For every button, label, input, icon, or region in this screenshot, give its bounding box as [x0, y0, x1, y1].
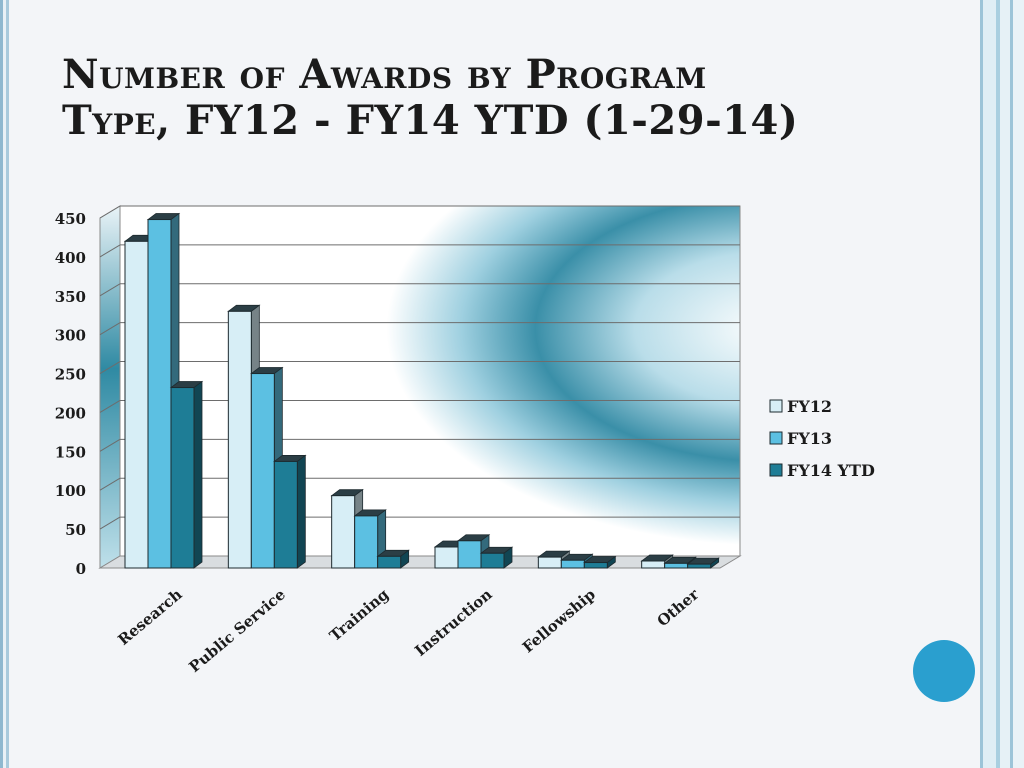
x-category-label: Instruction [411, 585, 495, 660]
legend-label: FY12 [787, 397, 832, 416]
legend-swatch [769, 463, 783, 477]
bar-side [296, 454, 306, 569]
bar [583, 555, 617, 569]
bar [479, 546, 514, 569]
x-category-label: Fellowship [519, 585, 599, 656]
bar [686, 557, 720, 569]
left-frame-decoration [0, 0, 12, 768]
bar [146, 212, 181, 569]
legend-item: FY14 YTD [769, 461, 875, 480]
x-category-label: Other [654, 585, 703, 631]
gridline-side [99, 438, 121, 452]
bar [640, 554, 674, 569]
bar-front [434, 546, 459, 569]
bar-side [193, 380, 203, 569]
gridline-side [99, 477, 121, 491]
legend-item: FY12 [769, 397, 832, 416]
gridline-side [99, 283, 121, 297]
y-tick-label: 50 [65, 521, 86, 539]
bar-front [537, 556, 562, 569]
y-tick-label: 150 [55, 443, 86, 461]
right-frame-decoration [976, 0, 1024, 768]
x-category-label: Research [115, 585, 186, 649]
legend: FY12 FY13 FY14 YTD [769, 397, 875, 480]
y-tick-label: 250 [55, 366, 86, 384]
bar-front [331, 495, 356, 569]
bar-front [250, 373, 275, 569]
bar-front [124, 240, 149, 569]
legend-label: FY14 YTD [787, 461, 875, 480]
bar [273, 454, 307, 569]
bars-group [123, 212, 720, 569]
bar-front [480, 552, 505, 569]
bar [169, 380, 204, 569]
y-tick-label: 200 [55, 404, 86, 422]
bar-front [227, 310, 252, 569]
bar-chart: 0 50 100 150 200 250 300 350 400 450 Research Publi… [55, 205, 875, 676]
bar-front [377, 555, 402, 569]
gridline-side [99, 322, 121, 336]
y-tick-label: 350 [55, 288, 86, 306]
bar-front [354, 515, 379, 569]
decorative-circle [913, 640, 975, 702]
legend-swatch [769, 399, 783, 413]
gridline-side [99, 516, 121, 530]
gridline-side [99, 361, 121, 374]
x-category-label: Public Service [186, 585, 289, 676]
gridline-side [99, 244, 121, 258]
y-tick-label: 400 [55, 249, 86, 267]
gridline-side [99, 205, 121, 219]
gridline-side [99, 400, 121, 413]
chart-side-wall [99, 205, 121, 569]
bar-front [560, 559, 585, 569]
legend-item: FY13 [769, 429, 832, 448]
bar-front [641, 560, 666, 569]
slide-title: Number of Awards by Program Type, FY12 -… [62, 52, 962, 144]
x-category-label: Training [326, 585, 393, 645]
y-tick-label: 300 [55, 327, 86, 345]
bar [376, 549, 410, 569]
legend-swatch [769, 431, 783, 445]
y-tick-label: 450 [55, 210, 86, 228]
title-line-2: Type, FY12 - FY14 YTD (1-29-14) [62, 97, 799, 144]
bar-front [664, 562, 689, 569]
chart-back-wall [119, 205, 741, 557]
bar-front [273, 460, 298, 569]
bar-front [687, 563, 712, 569]
title-line-1: Number of Awards by Program [62, 51, 707, 98]
bar-front [583, 562, 608, 569]
legend-label: FY13 [787, 429, 832, 448]
y-tick-label: 0 [76, 560, 86, 578]
bar-front [457, 540, 482, 569]
bar-front [170, 387, 195, 569]
bar-front [147, 219, 172, 569]
y-tick-label: 100 [55, 482, 86, 500]
